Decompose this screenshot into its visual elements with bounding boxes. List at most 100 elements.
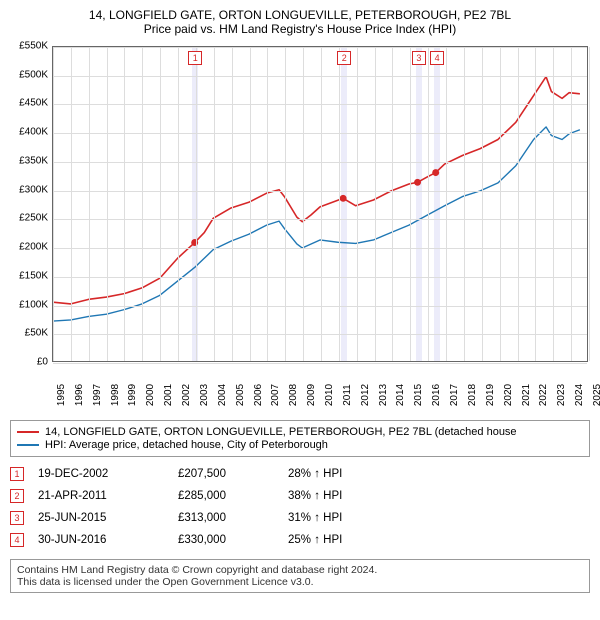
x-tick-label: 2009 xyxy=(306,384,317,406)
sale-marker-badge: 4 xyxy=(430,51,444,65)
gridline-v xyxy=(589,47,590,361)
gridline-v xyxy=(267,47,268,361)
gridline-v xyxy=(124,47,125,361)
y-tick-label: £500K xyxy=(19,69,48,80)
sale-dot xyxy=(340,195,347,202)
gridline-v xyxy=(482,47,483,361)
sale-date: 30-JUN-2016 xyxy=(38,534,178,546)
legend-row: 14, LONGFIELD GATE, ORTON LONGUEVILLE, P… xyxy=(17,426,583,438)
legend-row: HPI: Average price, detached house, City… xyxy=(17,439,583,451)
legend-swatch xyxy=(17,431,39,433)
y-tick-label: £300K xyxy=(19,184,48,195)
chart-svg xyxy=(53,47,587,361)
table-row: 1 19-DEC-2002£207,50028% ↑ HPI xyxy=(10,463,590,485)
sale-price: £207,500 xyxy=(178,468,288,480)
gridline-v xyxy=(392,47,393,361)
x-tick-label: 2008 xyxy=(288,384,299,406)
table-row: 221-APR-2011£285,00038% ↑ HPI xyxy=(10,485,590,507)
gridline-h xyxy=(53,363,587,364)
gridline-v xyxy=(339,47,340,361)
legend-label: 14, LONGFIELD GATE, ORTON LONGUEVILLE, P… xyxy=(45,426,517,438)
table-row: 325-JUN-2015£313,00031% ↑ HPI xyxy=(10,507,590,529)
sale-dot xyxy=(414,179,421,186)
x-tick-label: 2006 xyxy=(253,384,264,406)
sale-marker-badge: 2 xyxy=(337,51,351,65)
x-tick-label: 2024 xyxy=(574,384,585,406)
gridline-h xyxy=(53,248,587,249)
gridline-v xyxy=(518,47,519,361)
chart-subtitle: Price paid vs. HM Land Registry's House … xyxy=(8,22,592,36)
sale-date: 21-APR-2011 xyxy=(38,490,178,502)
gridline-v xyxy=(250,47,251,361)
gridline-h xyxy=(53,76,587,77)
legend: 14, LONGFIELD GATE, ORTON LONGUEVILLE, P… xyxy=(10,420,590,457)
sale-marker-badge: 1 xyxy=(188,51,202,65)
footer: Contains HM Land Registry data © Crown c… xyxy=(10,559,590,593)
sale-date: 25-JUN-2015 xyxy=(38,512,178,524)
legend-swatch xyxy=(17,444,39,446)
x-tick-label: 2007 xyxy=(270,384,281,406)
x-tick-label: 2016 xyxy=(431,384,442,406)
gridline-v xyxy=(71,47,72,361)
gridline-h xyxy=(53,334,587,335)
gridline-v xyxy=(464,47,465,361)
x-tick-label: 1997 xyxy=(92,384,103,406)
y-tick-label: £150K xyxy=(19,270,48,281)
gridline-v xyxy=(285,47,286,361)
plot-region: 1234 xyxy=(52,46,588,362)
sale-date: 19-DEC-2002 xyxy=(38,468,178,480)
chart-title: 14, LONGFIELD GATE, ORTON LONGUEVILLE, P… xyxy=(8,8,592,22)
gridline-h xyxy=(53,47,587,48)
y-tick-label: £50K xyxy=(25,328,48,339)
sale-dot xyxy=(191,239,198,246)
gridline-v xyxy=(357,47,358,361)
x-tick-label: 2005 xyxy=(235,384,246,406)
gridline-v xyxy=(142,47,143,361)
gridline-v xyxy=(446,47,447,361)
x-tick-label: 2022 xyxy=(538,384,549,406)
gridline-v xyxy=(107,47,108,361)
gridline-h xyxy=(53,133,587,134)
gridline-v xyxy=(375,47,376,361)
sale-delta: 25% ↑ HPI xyxy=(288,534,408,546)
x-tick-label: 2018 xyxy=(467,384,478,406)
sale-dot xyxy=(432,169,439,176)
y-tick-label: £100K xyxy=(19,299,48,310)
x-tick-label: 2015 xyxy=(413,384,424,406)
y-tick-label: £250K xyxy=(19,213,48,224)
footer-line-2: This data is licensed under the Open Gov… xyxy=(17,576,583,588)
gridline-v xyxy=(53,47,54,361)
table-row: 430-JUN-2016£330,00025% ↑ HPI xyxy=(10,529,590,551)
y-tick-label: £200K xyxy=(19,242,48,253)
gridline-h xyxy=(53,277,587,278)
y-tick-label: £350K xyxy=(19,155,48,166)
x-tick-label: 2017 xyxy=(449,384,460,406)
x-tick-label: 1998 xyxy=(110,384,121,406)
x-tick-label: 2021 xyxy=(521,384,532,406)
gridline-v xyxy=(410,47,411,361)
x-tick-label: 2025 xyxy=(592,384,600,406)
gridline-v xyxy=(500,47,501,361)
x-tick-label: 2023 xyxy=(556,384,567,406)
gridline-v xyxy=(232,47,233,361)
sale-row-badge: 1 xyxy=(10,467,24,481)
gridline-v xyxy=(571,47,572,361)
gridline-v xyxy=(196,47,197,361)
sale-row-badge: 2 xyxy=(10,489,24,503)
gridline-h xyxy=(53,306,587,307)
y-tick-label: £400K xyxy=(19,127,48,138)
x-tick-label: 2019 xyxy=(485,384,496,406)
gridline-h xyxy=(53,104,587,105)
y-tick-label: £450K xyxy=(19,98,48,109)
gridline-v xyxy=(214,47,215,361)
gridline-h xyxy=(53,162,587,163)
x-tick-label: 2002 xyxy=(181,384,192,406)
gridline-v xyxy=(178,47,179,361)
x-tick-label: 2013 xyxy=(378,384,389,406)
gridline-v xyxy=(321,47,322,361)
sale-delta: 38% ↑ HPI xyxy=(288,490,408,502)
x-tick-label: 2011 xyxy=(342,384,353,406)
sale-delta: 28% ↑ HPI xyxy=(288,468,408,480)
legend-label: HPI: Average price, detached house, City… xyxy=(45,439,328,451)
x-tick-label: 2003 xyxy=(199,384,210,406)
